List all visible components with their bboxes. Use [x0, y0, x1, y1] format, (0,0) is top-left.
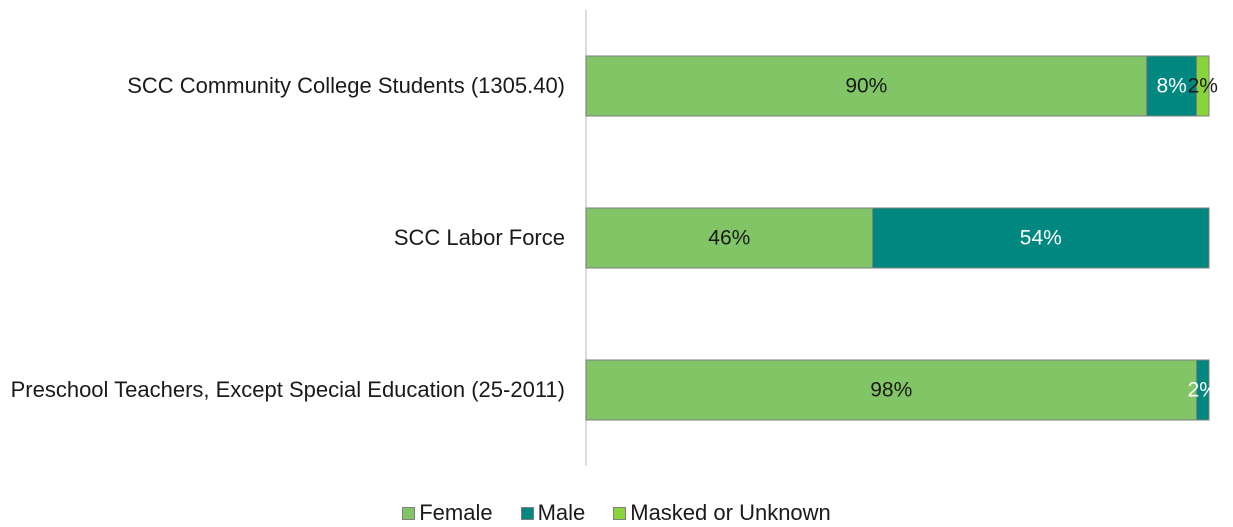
data-label: 2% — [1188, 75, 1218, 98]
category-label: SCC Labor Force — [393, 225, 565, 250]
legend-swatch — [613, 506, 627, 520]
legend-item: Masked or Unknown — [613, 500, 831, 526]
data-label: 98% — [870, 379, 912, 402]
legend-swatch — [402, 506, 416, 520]
legend-label: Male — [537, 500, 586, 525]
data-label: 8% — [1156, 75, 1186, 98]
bar-segment — [1196, 55, 1210, 117]
legend-label: Masked or Unknown — [630, 500, 831, 525]
bar-segment — [585, 359, 1198, 421]
legend-label: Female — [419, 500, 493, 525]
data-label: 90% — [845, 75, 887, 98]
data-label: 46% — [708, 227, 750, 250]
data-label: 54% — [1020, 227, 1062, 250]
legend-swatch — [520, 506, 534, 520]
bar-segment — [585, 55, 1148, 117]
bar-segment — [1146, 55, 1198, 117]
bar-segment — [1196, 359, 1210, 421]
data-label: 2% — [1188, 379, 1218, 402]
legend: Female Male Masked or Unknown — [0, 500, 1233, 526]
legend-item: Male — [520, 500, 586, 526]
bar-segment — [872, 207, 1210, 269]
category-label: Preschool Teachers, Except Special Educa… — [10, 377, 565, 402]
legend-item: Female — [402, 500, 493, 526]
bar-segment — [585, 207, 874, 269]
category-label: SCC Community College Students (1305.40) — [127, 73, 565, 98]
